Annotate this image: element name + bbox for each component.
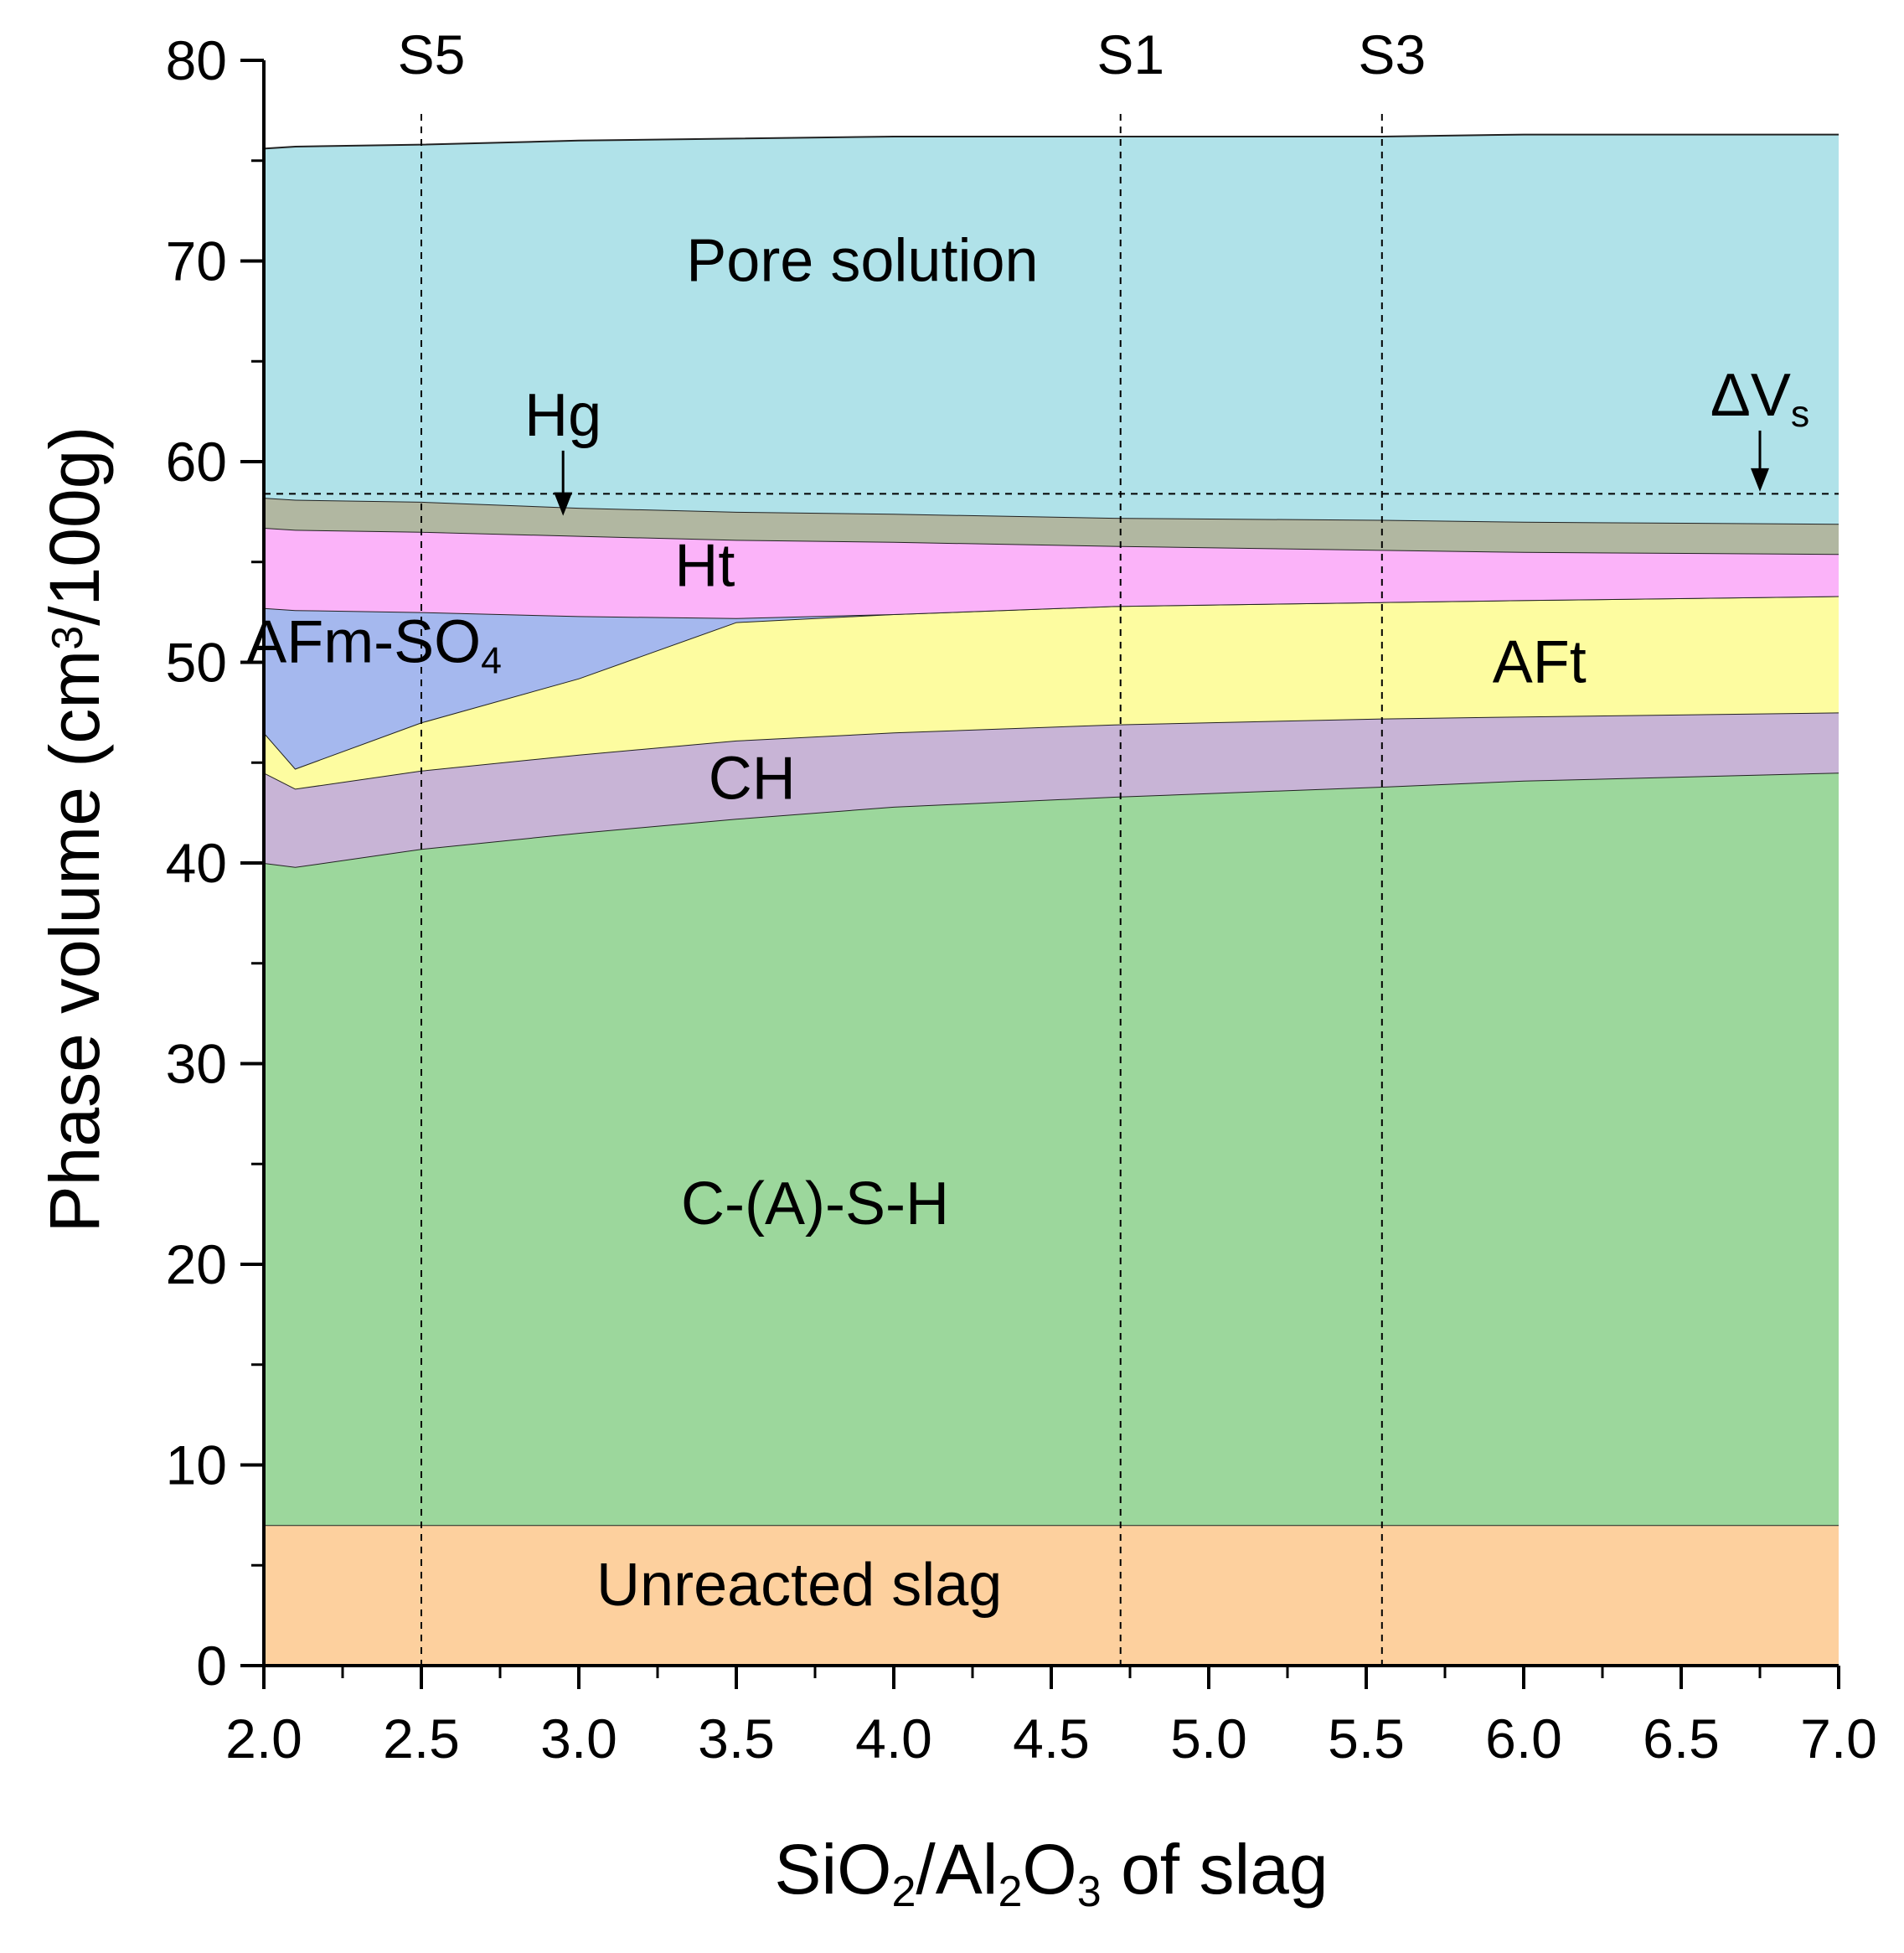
area-label-unreacted-slag: Unreacted slag: [596, 1552, 1002, 1619]
y-tick-label-30: 30: [166, 1033, 227, 1095]
area-labels: Unreacted slag C-(A)-S-H CH AFt AFm-SO4 Ht Por…: [246, 227, 1587, 1619]
y-tick-label-20: 20: [166, 1233, 227, 1295]
x-tick-label-2.0: 2.0: [225, 1708, 302, 1770]
y-tick-label-0: 0: [196, 1635, 227, 1697]
area-label-pore-solution: Pore solution: [686, 227, 1038, 294]
area-layers: [263, 133, 1840, 1666]
annotations: Hg ΔVs: [524, 362, 1809, 516]
y-tick-label-40: 40: [166, 832, 227, 894]
axes: 0 10 20 30 40 50 60 70 80 2.0 2.5 3.0 3.5 4.0 4.5 5.0 5.…: [166, 29, 1877, 1770]
x-tick-label-3.0: 3.0: [540, 1708, 617, 1770]
area-label-c-a-s-h: C-(A)-S-H: [681, 1170, 949, 1237]
x-tick-label-5.0: 5.0: [1170, 1708, 1247, 1770]
annotation-arrow-head-vs: [1751, 468, 1769, 492]
x-tick-label-5.5: 5.5: [1328, 1708, 1405, 1770]
x-tick-label-2.5: 2.5: [383, 1708, 460, 1770]
y-axis-title: Phase volume (cm3/100g): [35, 426, 114, 1233]
x-tick-label-4.0: 4.0: [855, 1708, 932, 1770]
annotation-label-hg: Hg: [524, 382, 601, 449]
annotation-label-vs: ΔVs: [1711, 362, 1809, 435]
area-afm-so4: [264, 596, 1839, 769]
area-ch: [264, 712, 1839, 867]
x-tick-label-4.5: 4.5: [1013, 1708, 1090, 1770]
y-tick-label-50: 50: [166, 632, 227, 694]
annotation-arrow-head-hg: [554, 492, 573, 516]
area-label-afm-so4: AFm-SO4: [246, 609, 502, 682]
area-label-ch: CH: [709, 745, 796, 812]
y-tick-label-70: 70: [166, 230, 227, 292]
area-pore-solution: [264, 134, 1839, 524]
area-aft: [264, 596, 1839, 789]
x-tick-label-6.5: 6.5: [1643, 1708, 1720, 1770]
y-tick-label-60: 60: [166, 431, 227, 493]
area-ht: [264, 528, 1839, 618]
x-tick-label-3.5: 3.5: [698, 1708, 775, 1770]
area-unreacted-slag: [264, 1525, 1839, 1666]
x-tick-label-6.0: 6.0: [1485, 1708, 1562, 1770]
area-c-a-s-h: [264, 772, 1839, 1526]
x-tick-label-7.0: 7.0: [1800, 1708, 1877, 1770]
area-hg: [264, 498, 1839, 555]
reference-lines: S5 S1 S3: [264, 23, 1839, 1666]
reference-label-s5: S5: [398, 23, 466, 85]
x-axis-title: SiO2/Al2O3 of slag: [774, 1830, 1328, 1916]
reference-label-s3: S3: [1358, 23, 1426, 85]
reference-label-s1: S1: [1096, 23, 1164, 85]
area-label-aft: AFt: [1493, 628, 1587, 695]
y-tick-label-10: 10: [166, 1434, 227, 1496]
boundary-pore-solution: [263, 133, 1839, 150]
y-tick-label-80: 80: [166, 29, 227, 91]
area-label-ht: Ht: [674, 532, 735, 599]
